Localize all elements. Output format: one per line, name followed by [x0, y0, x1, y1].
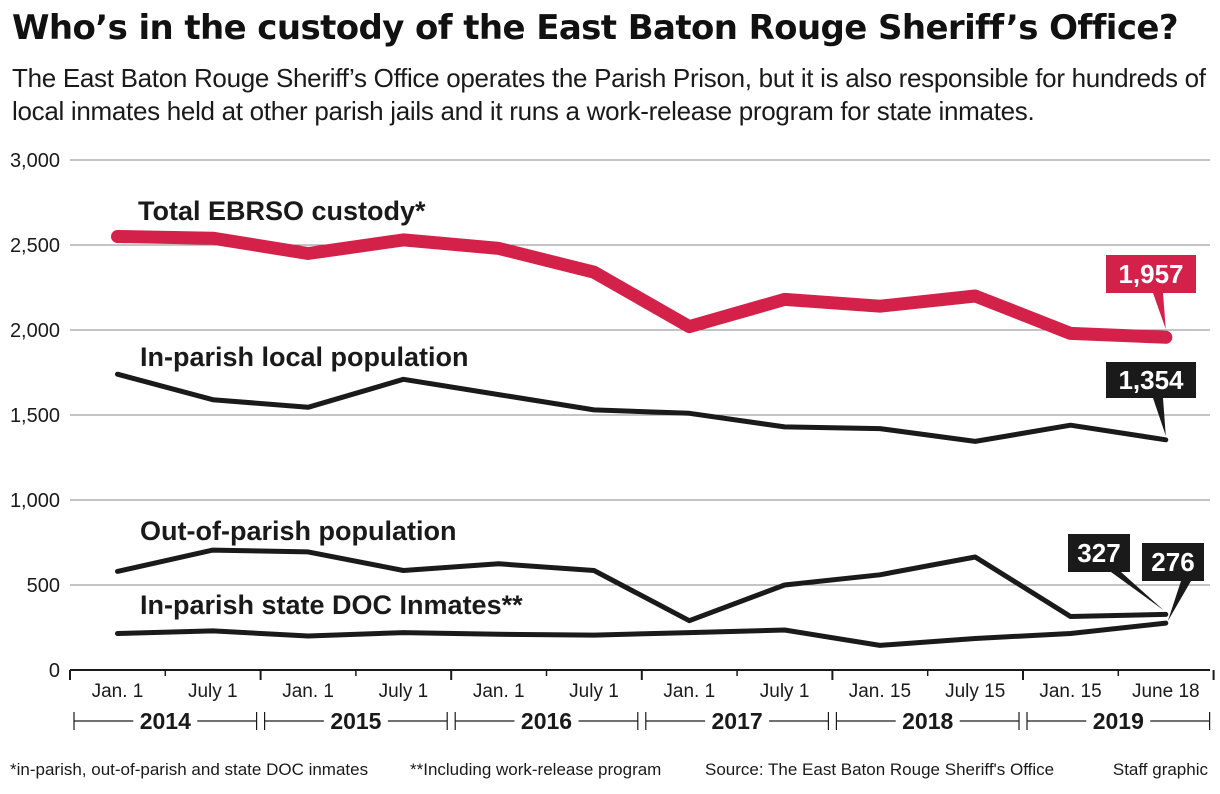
x-tick-label: Jan. 1 [663, 681, 715, 702]
year-bracket: 2019 [1026, 708, 1211, 734]
callout-pointer [1111, 572, 1164, 611]
end-value-callout: 1,354 [1106, 362, 1196, 436]
year-label: 2016 [521, 708, 572, 734]
y-axis-tick-labels: 0 500 1,000 1,500 2,000 2,500 3,000 [10, 150, 60, 682]
callout-value: 327 [1077, 538, 1120, 568]
x-tick-label: July 1 [760, 681, 810, 702]
series-label: Total EBRSO custody* [138, 196, 426, 226]
end-value-callouts: 1,957 1,354 327 276 [1068, 255, 1204, 622]
x-tick-label: Jan. 15 [1039, 681, 1101, 702]
y-tick-label: 2,000 [10, 320, 60, 342]
callout-value: 276 [1151, 547, 1194, 577]
x-tick-label: July 1 [379, 681, 429, 702]
y-tick-label: 500 [27, 575, 60, 597]
x-tick-label: June 18 [1132, 681, 1200, 702]
year-bracket: 2016 [454, 708, 639, 734]
callout-pointer [1153, 293, 1166, 330]
series-lines [111, 230, 1173, 648]
callout-value: 1,957 [1118, 259, 1183, 289]
series-line [115, 547, 1169, 624]
year-label: 2019 [1093, 708, 1144, 734]
callout-pointer [1167, 581, 1191, 622]
end-value-callout: 276 [1142, 543, 1204, 622]
series-labels: Total EBRSO custody* In-parish local popu… [138, 196, 523, 620]
y-tick-label: 2,500 [10, 235, 60, 257]
year-bracket: 2015 [264, 708, 448, 734]
series-line [111, 230, 1173, 344]
callout-pointer [1153, 398, 1166, 436]
x-tick-label: Jan. 1 [92, 681, 144, 702]
year-label: 2014 [140, 708, 191, 734]
x-tick-label: Jan. 1 [282, 681, 334, 702]
callout-box [1106, 362, 1196, 398]
series-line [115, 620, 1169, 648]
chart-title: Who’s in the custody of the East Baton R… [12, 8, 1179, 48]
series-label: Out-of-parish population [140, 516, 456, 546]
series-line [115, 371, 1169, 444]
callout-box [1068, 534, 1130, 572]
footnote-work-release: **Including work-release program [410, 760, 662, 779]
x-tick-label: Jan. 1 [473, 681, 525, 702]
y-tick-label: 0 [49, 660, 60, 682]
callout-value: 1,354 [1118, 365, 1184, 395]
x-tick-label: July 1 [569, 681, 619, 702]
callout-box [1142, 543, 1204, 581]
series-label: In-parish local population [140, 342, 469, 372]
credit-note: Staff graphic [1112, 760, 1208, 779]
y-tick-label: 3,000 [10, 150, 60, 172]
callout-box [1106, 255, 1196, 293]
year-bracket: 2014 [73, 708, 258, 734]
end-value-callout: 1,957 [1106, 255, 1196, 330]
chart-subtitle: The East Baton Rouge Sheriff’s Office op… [12, 63, 1206, 126]
year-bracket: 2018 [835, 708, 1020, 734]
x-axis: Jan. 1 July 1 Jan. 1 July 1 Jan. 1 July 1 Jan.… [69, 669, 1215, 734]
end-value-callout: 327 [1068, 534, 1164, 611]
y-tick-label: 1,000 [10, 490, 60, 512]
y-tick-label: 1,500 [10, 405, 60, 427]
series-label: In-parish state DOC Inmates** [140, 590, 523, 620]
year-label: 2015 [330, 708, 381, 734]
year-label: 2018 [902, 708, 953, 734]
x-tick-label: July 15 [945, 681, 1005, 702]
year-label: 2017 [712, 708, 763, 734]
x-tick-label: Jan. 15 [849, 681, 911, 702]
footnote-custody: *in-parish, out-of-parish and state DOC … [10, 760, 369, 779]
source-note: Source: The East Baton Rouge Sheriff's O… [705, 760, 1055, 779]
x-tick-label: July 1 [188, 681, 238, 702]
year-bracket: 2017 [645, 708, 830, 734]
